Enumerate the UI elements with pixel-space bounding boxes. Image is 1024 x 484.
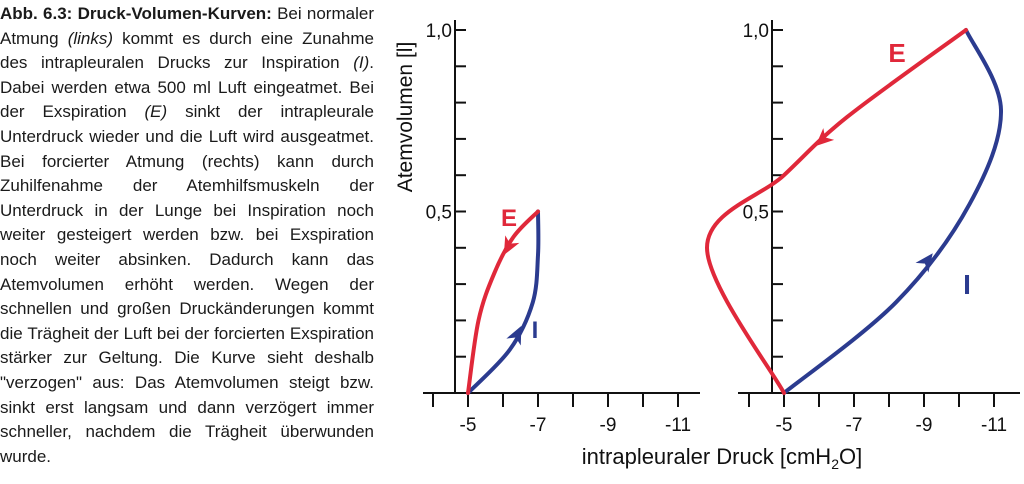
chart-panel-forced: -5 -7 -9 -11 1,0 0,5 I E (704, 20, 1020, 436)
x-tick-label: -9 (600, 415, 617, 436)
series-label-inspiration: I (963, 269, 971, 300)
x-tick-label: -7 (846, 415, 863, 436)
series-label-expiration: E (501, 205, 517, 232)
x-tick-label: -5 (776, 415, 793, 436)
y-tick-label: 1,0 (743, 21, 769, 42)
caption-label: Abb. 6.3: (0, 4, 73, 23)
x-tick-label: -7 (530, 415, 547, 436)
x-tick-label: -11 (981, 415, 1007, 436)
curve-inspiration (466, 209, 541, 395)
caption-text-3: . Dabei werden etwa 500 ml Luft eingeatm… (0, 53, 374, 122)
x-axis-title-sub: 2 (831, 456, 839, 472)
arrowhead-expiration (815, 128, 835, 147)
series-label-expiration: E (888, 38, 905, 68)
y-tick-label: 1,0 (426, 21, 452, 42)
x-axis-title-end: O] (839, 444, 862, 469)
caption-insp: (I) (353, 53, 370, 73)
arrowhead-expiration (503, 235, 520, 256)
y-tick-label: 0,5 (426, 203, 452, 224)
caption-text-4: sinkt der intrapleurale Unterdruck wiede… (0, 102, 374, 466)
curve-inspiration (782, 28, 1004, 395)
caption-exsp: (E) (144, 102, 168, 122)
curve-expiration (704, 28, 968, 395)
caption-text-2: kommt es durch eine Zunahme des intraple… (0, 28, 374, 73)
curve-expiration (466, 209, 540, 395)
x-axis-title: intrapleuraler Druck [cmH2O] (582, 444, 862, 472)
x-tick-label: -11 (665, 415, 691, 436)
caption-heading: Druck-Volumen-Kurven: (77, 4, 272, 23)
x-axis-title-main: intrapleuraler Druck [cmH (582, 444, 831, 469)
figure-caption: Abb. 6.3: Druck-Volumen-Kurven: Bei norm… (0, 2, 374, 469)
y-axis-title: Atemvolumen [l] (394, 42, 417, 193)
chart-panel-normal: -5 -7 -9 -11 1,0 0,5 I E (423, 20, 700, 436)
arrowhead-inspiration (915, 253, 933, 273)
x-tick-label: -9 (916, 415, 933, 436)
caption-text-1: Bei normaler Atmung (0, 4, 374, 48)
y-tick-label: 0,5 (743, 203, 769, 224)
arrowhead-inspiration (506, 325, 522, 346)
x-tick-label: -5 (460, 415, 477, 436)
series-label-inspiration: I (532, 317, 539, 344)
caption-links: (links) (67, 28, 114, 48)
